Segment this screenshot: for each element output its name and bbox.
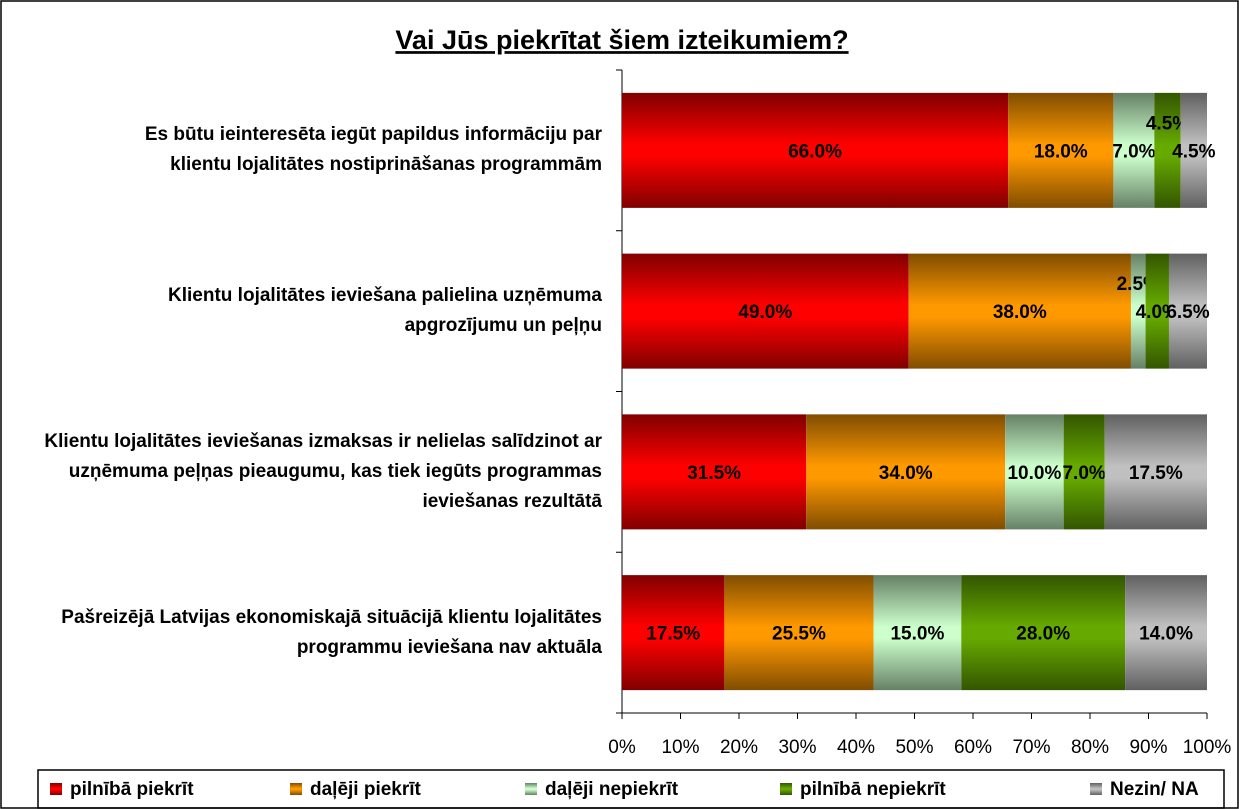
data-label: 6.5% — [1166, 302, 1209, 323]
x-tick-label: 40% — [837, 737, 875, 758]
data-label: 31.5% — [687, 463, 741, 484]
bar-segment — [1168, 253, 1207, 369]
bar-segment — [1113, 92, 1155, 208]
x-tick-label: 90% — [1129, 737, 1167, 758]
data-label: 15.0% — [890, 624, 944, 645]
bar-segment — [1145, 253, 1169, 369]
data-label: 4.5% — [1172, 141, 1215, 162]
bar-segment — [1154, 92, 1181, 208]
x-tick-label: 10% — [661, 737, 699, 758]
x-tick-label: 0% — [608, 737, 636, 758]
legend-swatch — [1090, 783, 1102, 795]
legend-label: Nezin/ NA — [1110, 779, 1199, 800]
bar-segment — [1005, 414, 1064, 530]
x-tick-label: 20% — [720, 737, 758, 758]
data-label: 17.5% — [1129, 463, 1183, 484]
data-label: 18.0% — [1034, 141, 1088, 162]
data-label: 25.5% — [772, 624, 826, 645]
x-tick-label: 50% — [895, 737, 933, 758]
bar-segment — [1104, 414, 1207, 530]
data-label: 4.0% — [1136, 302, 1179, 323]
data-label: 28.0% — [1016, 624, 1070, 645]
legend-label: pilnībā piekrīt — [70, 779, 194, 800]
bar-segment — [873, 575, 962, 691]
category-label: Klientu lojalitātes ieviešanas izmaksas … — [44, 430, 602, 512]
bar-segment — [622, 414, 807, 530]
bar-segment — [1008, 92, 1114, 208]
bar-segment — [1125, 575, 1207, 691]
x-tick-label: 100% — [1183, 737, 1232, 758]
legend-label: pilnībā nepiekrīt — [800, 779, 946, 800]
data-label: 17.5% — [646, 624, 700, 645]
category-label: Es būtu ieinteresēta iegūt papildus info… — [144, 124, 602, 176]
data-label: 34.0% — [879, 463, 933, 484]
legend-swatch — [525, 783, 537, 795]
bar-segment — [806, 414, 1006, 530]
bar-segment — [1063, 414, 1105, 530]
legend-box — [37, 769, 1225, 809]
x-tick-label: 80% — [1071, 737, 1109, 758]
legend-label: daļēji piekrīt — [310, 779, 422, 800]
data-label: 4.5% — [1146, 113, 1189, 134]
bar-segment — [622, 92, 1009, 208]
bar-segment — [1180, 92, 1207, 208]
bar-segment — [622, 575, 725, 691]
x-tick-label: 70% — [1012, 737, 1050, 758]
bar-segment — [1130, 253, 1146, 369]
data-label: 14.0% — [1139, 624, 1193, 645]
legend-swatch — [780, 783, 792, 795]
data-label: 38.0% — [993, 302, 1047, 323]
legend-swatch — [50, 783, 62, 795]
data-label: 10.0% — [1007, 463, 1061, 484]
legend-label: daļēji nepiekrīt — [545, 779, 679, 800]
bar-segment — [908, 253, 1131, 369]
category-label: Pašreizējā Latvijas ekonomiskajā situāci… — [61, 606, 602, 658]
data-label: 7.0% — [1062, 463, 1105, 484]
x-tick-label: 30% — [778, 737, 816, 758]
data-label: 49.0% — [738, 302, 792, 323]
category-label: Klientu lojalitātes ieviešana palielina … — [168, 285, 602, 337]
bar-segment — [724, 575, 874, 691]
bar-segment — [622, 253, 909, 369]
chart-title: Vai Jūs piekrītat šiem izteikumiem? — [395, 25, 848, 55]
data-label: 66.0% — [788, 141, 842, 162]
legend-swatch — [290, 783, 302, 795]
data-label: 7.0% — [1112, 141, 1155, 162]
bar-segment — [961, 575, 1126, 691]
x-tick-label: 60% — [954, 737, 992, 758]
